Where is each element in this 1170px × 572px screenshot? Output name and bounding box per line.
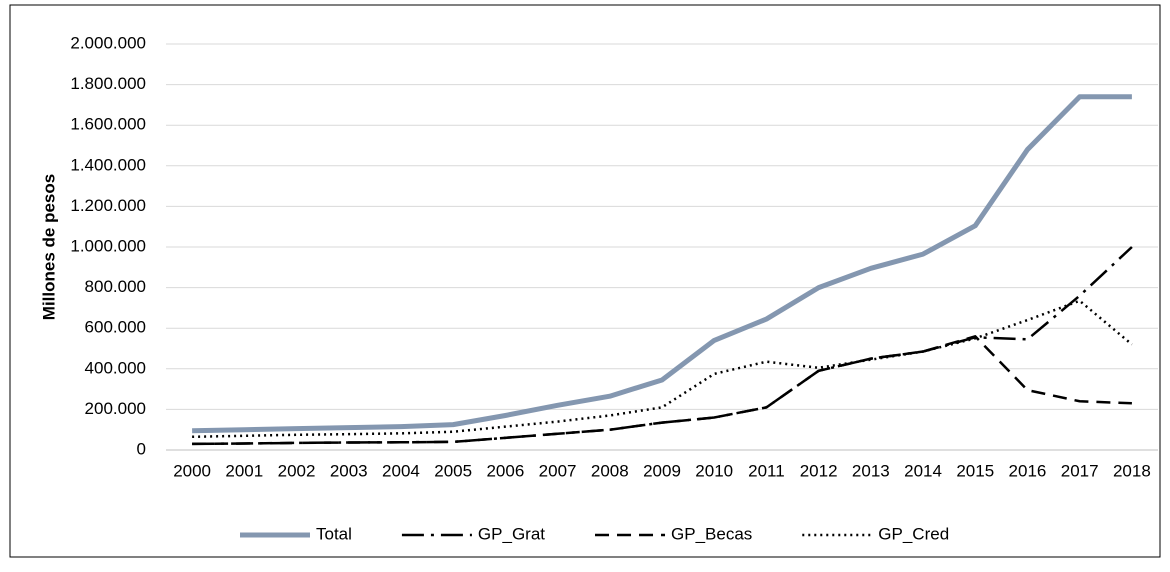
series-line: [192, 299, 1133, 439]
legend-label: Total: [316, 524, 352, 543]
x-tick-label: 2008: [591, 461, 629, 480]
x-tick-label: 2012: [800, 461, 838, 480]
y-tick-label: 1.000.000: [70, 236, 146, 255]
x-tick-label: 2005: [434, 461, 472, 480]
x-tick-label: 2017: [1061, 461, 1099, 480]
y-tick-label: 1.400.000: [70, 155, 146, 174]
y-tick-label: 400.000: [85, 358, 146, 377]
x-tick-label: 2007: [539, 461, 577, 480]
x-tick-label: 2014: [904, 461, 942, 480]
x-tick-label: 2015: [956, 461, 994, 480]
y-tick-label: 2.000.000: [70, 33, 146, 52]
x-tick-label: 2002: [278, 461, 316, 480]
x-tick-label: 2018: [1113, 461, 1151, 480]
x-tick-label: 2000: [173, 461, 211, 480]
y-tick-label: 600.000: [85, 318, 146, 337]
x-tick-label: 2001: [225, 461, 263, 480]
series-line: [192, 335, 1132, 446]
x-tick-label: 2010: [695, 461, 733, 480]
y-tick-label: 1.200.000: [70, 196, 146, 215]
y-tick-label: 1.800.000: [70, 74, 146, 93]
x-tick-label: 2016: [1009, 461, 1047, 480]
x-tick-label: 2003: [330, 461, 368, 480]
series-line: [192, 94, 1132, 434]
chart-frame: [9, 4, 1161, 558]
legend-label: GP_Becas: [671, 524, 752, 543]
x-tick-label: 2013: [852, 461, 890, 480]
y-tick-label: 0: [137, 439, 146, 458]
legend-label: GP_Cred: [878, 524, 949, 543]
y-tick-label: 200.000: [85, 399, 146, 418]
y-axis-label: Millones de pesos: [39, 174, 58, 320]
x-tick-label: 2011: [748, 461, 785, 480]
legend-label: GP_Grat: [478, 524, 545, 543]
y-tick-label: 1.600.000: [70, 115, 146, 134]
x-tick-label: 2004: [382, 461, 420, 480]
y-tick-label: 800.000: [85, 277, 146, 296]
x-tick-label: 2009: [643, 461, 681, 480]
x-tick-label: 2006: [486, 461, 524, 480]
